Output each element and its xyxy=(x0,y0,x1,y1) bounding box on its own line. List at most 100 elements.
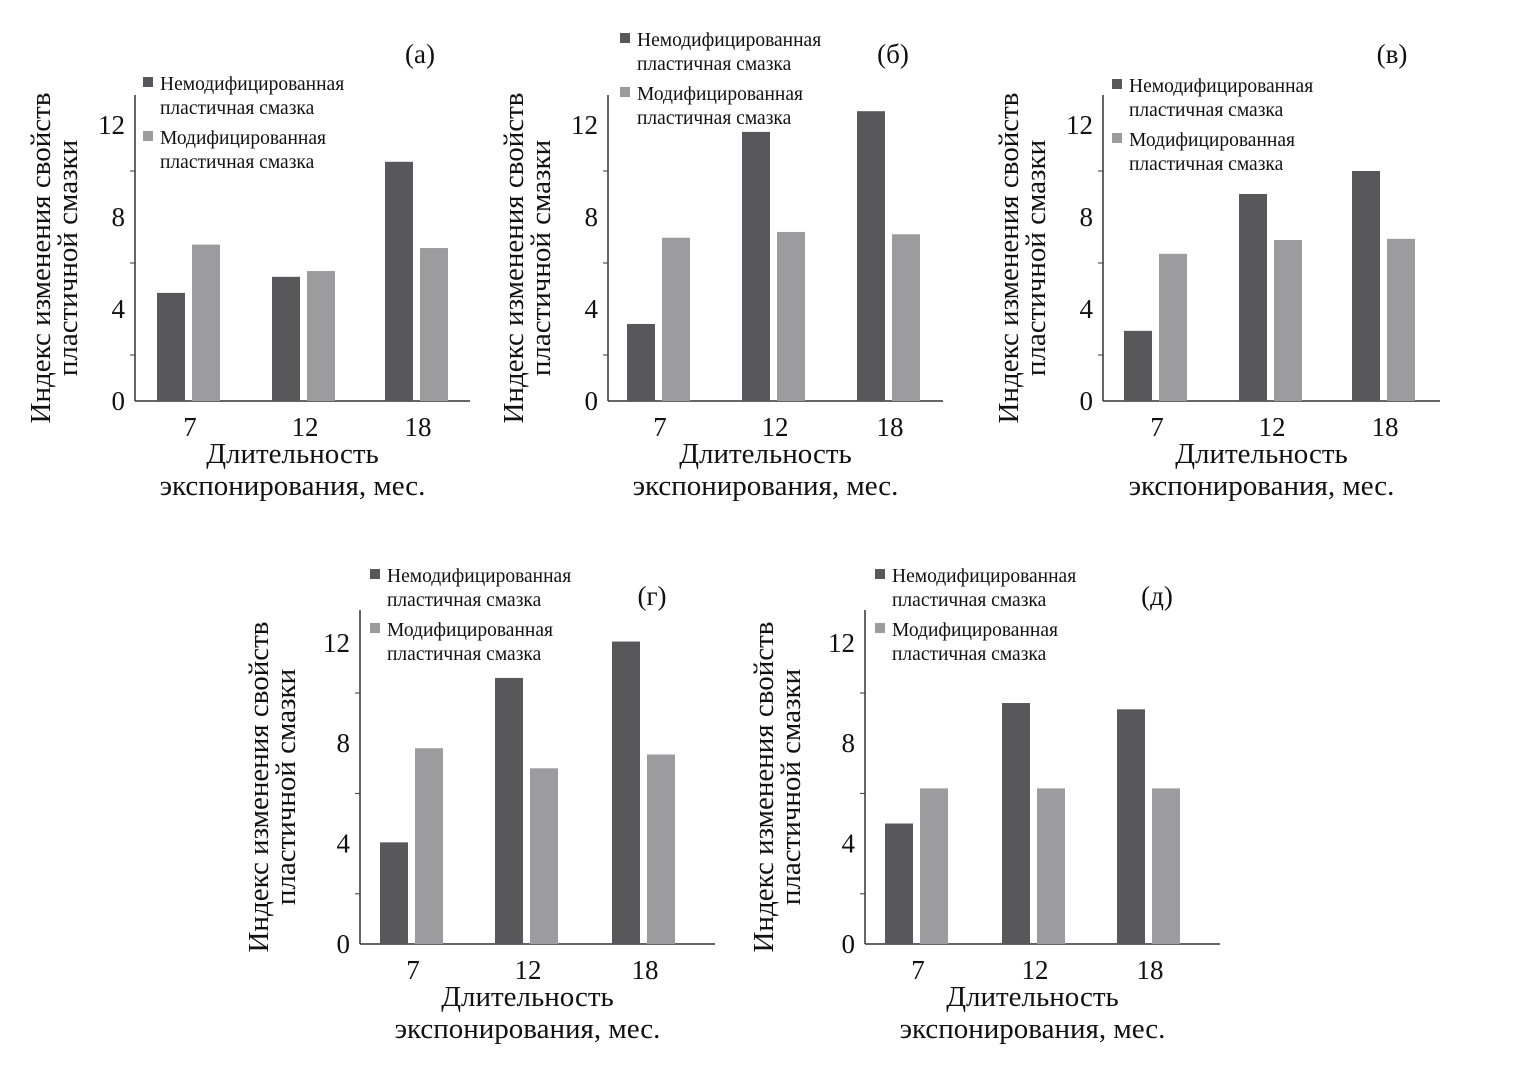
x-tick-label: 12 xyxy=(1022,955,1049,985)
legend-swatch-unmodified xyxy=(1112,79,1122,89)
legend-label-modified: пластичная смазка xyxy=(387,644,542,665)
panel-label: (д) xyxy=(1141,581,1173,611)
bar-modified-18 xyxy=(1152,788,1180,944)
bar-unmodified-18 xyxy=(612,641,640,944)
x-tick-label: 12 xyxy=(515,955,542,985)
bar-unmodified-12 xyxy=(272,276,300,401)
bar-modified-7 xyxy=(415,748,443,944)
legend-swatch-modified xyxy=(875,623,885,633)
legend-swatch-modified xyxy=(1112,133,1122,143)
x-tick-label: 18 xyxy=(877,412,904,442)
x-axis-label: Длительность xyxy=(441,981,614,1013)
legend-label-unmodified: пластичная смазка xyxy=(637,54,792,75)
y-axis-label: Индекс изменения свойств xyxy=(243,621,275,952)
y-axis-label: Индекс изменения свойств xyxy=(25,92,57,423)
legend-swatch-modified xyxy=(620,87,630,97)
bar-modified-18 xyxy=(892,234,920,401)
bar-unmodified-18 xyxy=(1352,171,1380,401)
bar-unmodified-7 xyxy=(885,823,913,944)
y-tick-label: 0 xyxy=(1080,386,1094,416)
x-tick-label: 7 xyxy=(911,955,925,985)
bar-modified-12 xyxy=(777,231,805,401)
x-tick-label: 18 xyxy=(632,955,659,985)
legend-label-modified: пластичная смазка xyxy=(1129,154,1284,175)
legend-label-unmodified: Немодифицированная xyxy=(387,566,571,587)
x-tick-label: 12 xyxy=(1259,412,1286,442)
legend-swatch-modified xyxy=(143,131,153,141)
y-tick-label: 8 xyxy=(842,728,856,758)
x-tick-label: 7 xyxy=(653,412,667,442)
legend-label-unmodified: пластичная смазка xyxy=(892,590,1047,611)
legend-swatch-unmodified xyxy=(620,33,630,43)
x-axis-label: Длительность xyxy=(1175,438,1348,470)
x-axis-label: экспонирования, мес. xyxy=(633,470,899,502)
x-tick-label: 7 xyxy=(406,955,420,985)
bar-modified-18 xyxy=(647,754,675,944)
legend-swatch-unmodified xyxy=(143,77,153,87)
y-tick-label: 0 xyxy=(585,386,599,416)
legend-label-modified: Модифицированная xyxy=(387,620,553,641)
y-tick-label: 4 xyxy=(1080,294,1094,324)
legend-label-modified: Модифицированная xyxy=(637,84,803,105)
bar-unmodified-7 xyxy=(627,323,655,401)
bar-modified-12 xyxy=(307,271,335,401)
legend-label-unmodified: Немодифицированная xyxy=(160,74,344,95)
bar-modified-7 xyxy=(192,244,220,401)
legend-label-modified: пластичная смазка xyxy=(892,644,1047,665)
legend-label-unmodified: пластичная смазка xyxy=(387,590,542,611)
legend-label-unmodified: пластичная смазка xyxy=(1129,100,1284,121)
x-axis-label: Длительность xyxy=(946,981,1119,1013)
y-axis-label: пластичной смазки xyxy=(52,140,84,376)
x-tick-label: 7 xyxy=(183,412,197,442)
y-axis-label: Индекс изменения свойств xyxy=(748,621,780,952)
panel-label: (г) xyxy=(637,581,666,611)
legend-swatch-unmodified xyxy=(875,569,885,579)
panel-label: (в) xyxy=(1377,39,1408,69)
y-tick-label: 12 xyxy=(98,110,125,140)
y-tick-label: 0 xyxy=(842,929,856,959)
x-tick-label: 12 xyxy=(292,412,319,442)
x-axis-label: экспонирования, мес. xyxy=(1129,470,1395,502)
bar-unmodified-18 xyxy=(385,161,413,401)
y-tick-label: 8 xyxy=(1080,202,1094,232)
legend-label-unmodified: Немодифицированная xyxy=(1129,76,1313,97)
y-tick-label: 12 xyxy=(571,110,598,140)
legend-label-modified: Модифицированная xyxy=(892,620,1058,641)
y-tick-label: 8 xyxy=(337,728,351,758)
bar-unmodified-7 xyxy=(1124,330,1152,401)
y-axis-label: пластичной смазки xyxy=(1020,140,1052,376)
bar-unmodified-12 xyxy=(1002,703,1030,944)
bar-modified-7 xyxy=(1159,253,1187,401)
y-axis-label: пластичной смазки xyxy=(525,140,557,376)
y-axis-label: Индекс изменения свойств xyxy=(498,92,530,423)
y-tick-label: 0 xyxy=(337,929,351,959)
y-axis-label: пластичной смазки xyxy=(270,669,302,905)
y-tick-label: 12 xyxy=(828,628,855,658)
x-axis-label: экспонирования, мес. xyxy=(900,1013,1166,1045)
x-axis-label: экспонирования, мес. xyxy=(160,470,426,502)
legend-swatch-unmodified xyxy=(370,569,380,579)
x-tick-label: 18 xyxy=(405,412,432,442)
x-tick-label: 18 xyxy=(1137,955,1164,985)
legend-label-unmodified: Немодифицированная xyxy=(637,30,821,51)
y-tick-label: 8 xyxy=(112,202,126,232)
legend-label-modified: Модифицированная xyxy=(160,128,326,149)
x-tick-label: 12 xyxy=(762,412,789,442)
y-tick-label: 4 xyxy=(112,294,126,324)
legend-label-unmodified: Немодифицированная xyxy=(892,566,1076,587)
y-axis-label: пластичной смазки xyxy=(775,669,807,905)
y-tick-label: 12 xyxy=(323,628,350,658)
bar-modified-7 xyxy=(920,788,948,944)
bar-modified-7 xyxy=(662,237,690,401)
x-axis-label: экспонирования, мес. xyxy=(395,1013,661,1045)
bar-modified-12 xyxy=(1274,240,1302,401)
bar-unmodified-12 xyxy=(742,131,770,401)
bar-modified-18 xyxy=(420,248,448,401)
bar-unmodified-12 xyxy=(495,677,523,944)
x-tick-label: 7 xyxy=(1150,412,1164,442)
bar-unmodified-18 xyxy=(1117,709,1145,944)
